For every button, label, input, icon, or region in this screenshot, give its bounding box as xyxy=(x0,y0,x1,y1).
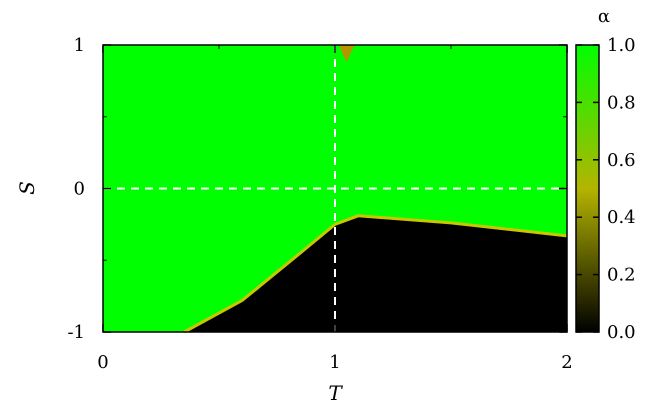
x-tick-label: 1 xyxy=(329,352,340,373)
colorbar-label: α xyxy=(598,6,610,27)
y-tick-label: -1 xyxy=(67,322,85,343)
colorbar-tick-label: 0.8 xyxy=(607,92,636,113)
colorbar-ticks: 0.0 0.2 0.4 0.6 0.8 1.0 xyxy=(576,35,636,343)
y-axis-ticks: -1 0 1 xyxy=(67,35,567,343)
colorbar-tick-label: 0.4 xyxy=(607,207,636,228)
heatmap-top-feature xyxy=(339,45,355,62)
x-axis-label: T xyxy=(328,381,343,405)
x-tick-label: 2 xyxy=(561,352,572,373)
colorbar-tick-label: 0.6 xyxy=(607,150,636,171)
heatmap-boundary xyxy=(183,214,568,334)
y-axis-label: S xyxy=(15,181,39,195)
y-tick-label: 1 xyxy=(74,35,85,56)
colorbar xyxy=(575,44,600,333)
y-tick-label: 0 xyxy=(74,179,85,200)
x-tick-label: 0 xyxy=(97,352,108,373)
x-axis-ticks: 0 1 2 xyxy=(97,45,573,373)
colorbar-tick-label: 0.2 xyxy=(607,265,636,286)
heatmap-low-region xyxy=(184,215,567,332)
colorbar-tick-label: 1.0 xyxy=(607,35,636,56)
colorbar-tick-label: 0.0 xyxy=(607,322,636,343)
